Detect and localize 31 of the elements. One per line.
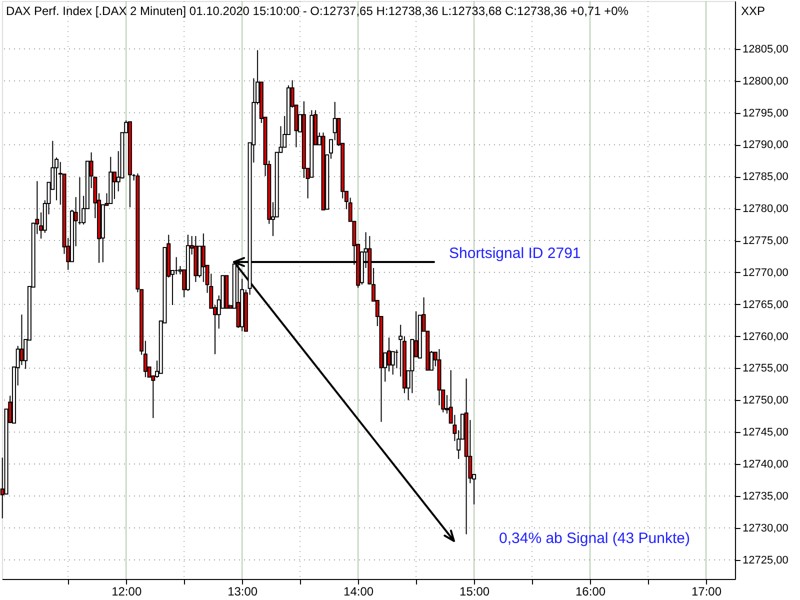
y-tick-label: 12785,00	[742, 171, 788, 184]
y-tick-label: 12805,00	[742, 43, 788, 56]
candlestick	[201, 232, 206, 283]
chart-title: DAX Perf. Index [.DAX 2 Minuten] 01.10.2020 15:10:00 - O:12737,65 H:12738,36 L:12733,68 C:12738,36 +0,71 +0%	[6, 4, 629, 18]
x-tick-label: 17:00	[691, 584, 722, 598]
x-tick-label: 14:00	[344, 584, 374, 598]
text: XXP	[741, 4, 766, 18]
y-tick-label: 12765,00	[742, 298, 788, 311]
annotation: Shortsignal ID 2791	[449, 245, 581, 262]
y-tick-label: 12760,00	[742, 330, 788, 343]
y-tick-label: 12795,00	[742, 107, 788, 120]
y-tick-label: 12780,00	[742, 203, 788, 216]
y-tick-label: 12775,00	[742, 235, 788, 248]
x-tick-label: 15:00	[460, 584, 490, 598]
y-tick-label: 12740,00	[742, 458, 788, 471]
x-tick-label: 13:00	[228, 584, 258, 598]
y-tick-label: 12725,00	[742, 554, 788, 566]
y-tick-label: 12755,00	[742, 362, 788, 375]
x-tick-label: 16:00	[576, 584, 606, 598]
candlestick	[386, 337, 391, 372]
y-tick-label: 12745,00	[742, 426, 788, 439]
y-tick-label: 12790,00	[742, 139, 788, 152]
y-tick-label: 12750,00	[742, 394, 788, 407]
y-tick-label: 12735,00	[742, 490, 788, 502]
x-tick-label: 12:00	[112, 584, 142, 598]
y-tick-label: 12800,00	[742, 75, 788, 88]
candlestick	[20, 314, 24, 366]
y-tick-label: 12770,00	[742, 266, 788, 279]
y-tick-label: 12730,00	[742, 522, 788, 534]
candlestick	[390, 351, 395, 376]
annotation: 0,34% ab Signal (43 Punkte)	[499, 530, 690, 547]
